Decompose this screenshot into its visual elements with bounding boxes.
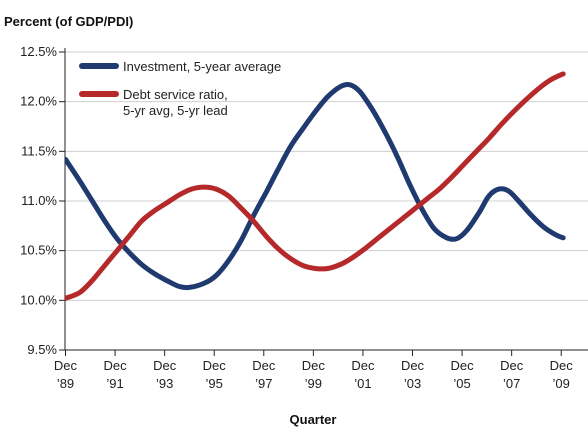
x-tick-label-month: Dec: [351, 358, 375, 373]
y-tick-label: 12.0%: [20, 94, 57, 109]
x-tick-label-year: ’89: [57, 376, 74, 391]
x-tick-label-year: ’07: [503, 376, 520, 391]
x-tick-label-month: Dec: [550, 358, 574, 373]
x-tick-label-year: ’03: [404, 376, 421, 391]
y-tick-label: 10.0%: [20, 292, 57, 307]
x-tick-label-year: ’01: [354, 376, 371, 391]
x-tick-label-month: Dec: [203, 358, 227, 373]
x-tick-label-year: ’91: [106, 376, 123, 391]
y-tick-labels: 12.5% 12.0% 11.5% 11.0% 10.5% 10.0% 9.5%: [20, 44, 57, 357]
x-tick-label-month: Dec: [153, 358, 177, 373]
x-tick-label-month: Dec: [252, 358, 276, 373]
x-tick-label-month: Dec: [302, 358, 326, 373]
y-tick-label: 11.5%: [21, 143, 57, 158]
y-axis-title: Percent (of GDP/PDI): [4, 14, 133, 29]
x-tick-label-month: Dec: [401, 358, 425, 373]
series-lines: [65, 71, 566, 301]
debt-service-line: [65, 71, 566, 301]
x-axis-title: Quarter: [290, 412, 337, 427]
x-tick-label-year: ’97: [255, 376, 272, 391]
x-tick-label-year: ’95: [206, 376, 223, 391]
x-tick-label-year: ’93: [156, 376, 173, 391]
y-tick-label: 12.5%: [20, 44, 57, 59]
x-tick-label-year: ’05: [453, 376, 470, 391]
x-tick-label-month: Dec: [104, 358, 128, 373]
legend-label: Debt service ratio,: [123, 87, 228, 102]
y-tick-label: 11.0%: [21, 193, 57, 208]
x-tick-label-month: Dec: [500, 358, 524, 373]
gridlines: [65, 51, 588, 301]
legend: Investment, 5-year average Debt service r…: [79, 59, 281, 118]
x-tick-label-year: ’09: [553, 376, 570, 391]
x-tick-label-month: Dec: [451, 358, 475, 373]
x-tick-label-month: Dec: [54, 358, 78, 373]
y-tick-label: 10.5%: [20, 243, 57, 258]
y-tick-label: 9.5%: [27, 342, 57, 357]
legend-label: Investment, 5-year average: [123, 59, 281, 74]
x-tick-labels: Dec ’89 Dec ’91 Dec ’93 Dec ’95 Dec ’97 Dec ’99 Dec ’…: [54, 358, 573, 391]
investment-line: [65, 81, 566, 291]
x-tick-label-year: ’99: [305, 376, 322, 391]
legend-label: 5-yr avg, 5-yr lead: [123, 103, 228, 118]
